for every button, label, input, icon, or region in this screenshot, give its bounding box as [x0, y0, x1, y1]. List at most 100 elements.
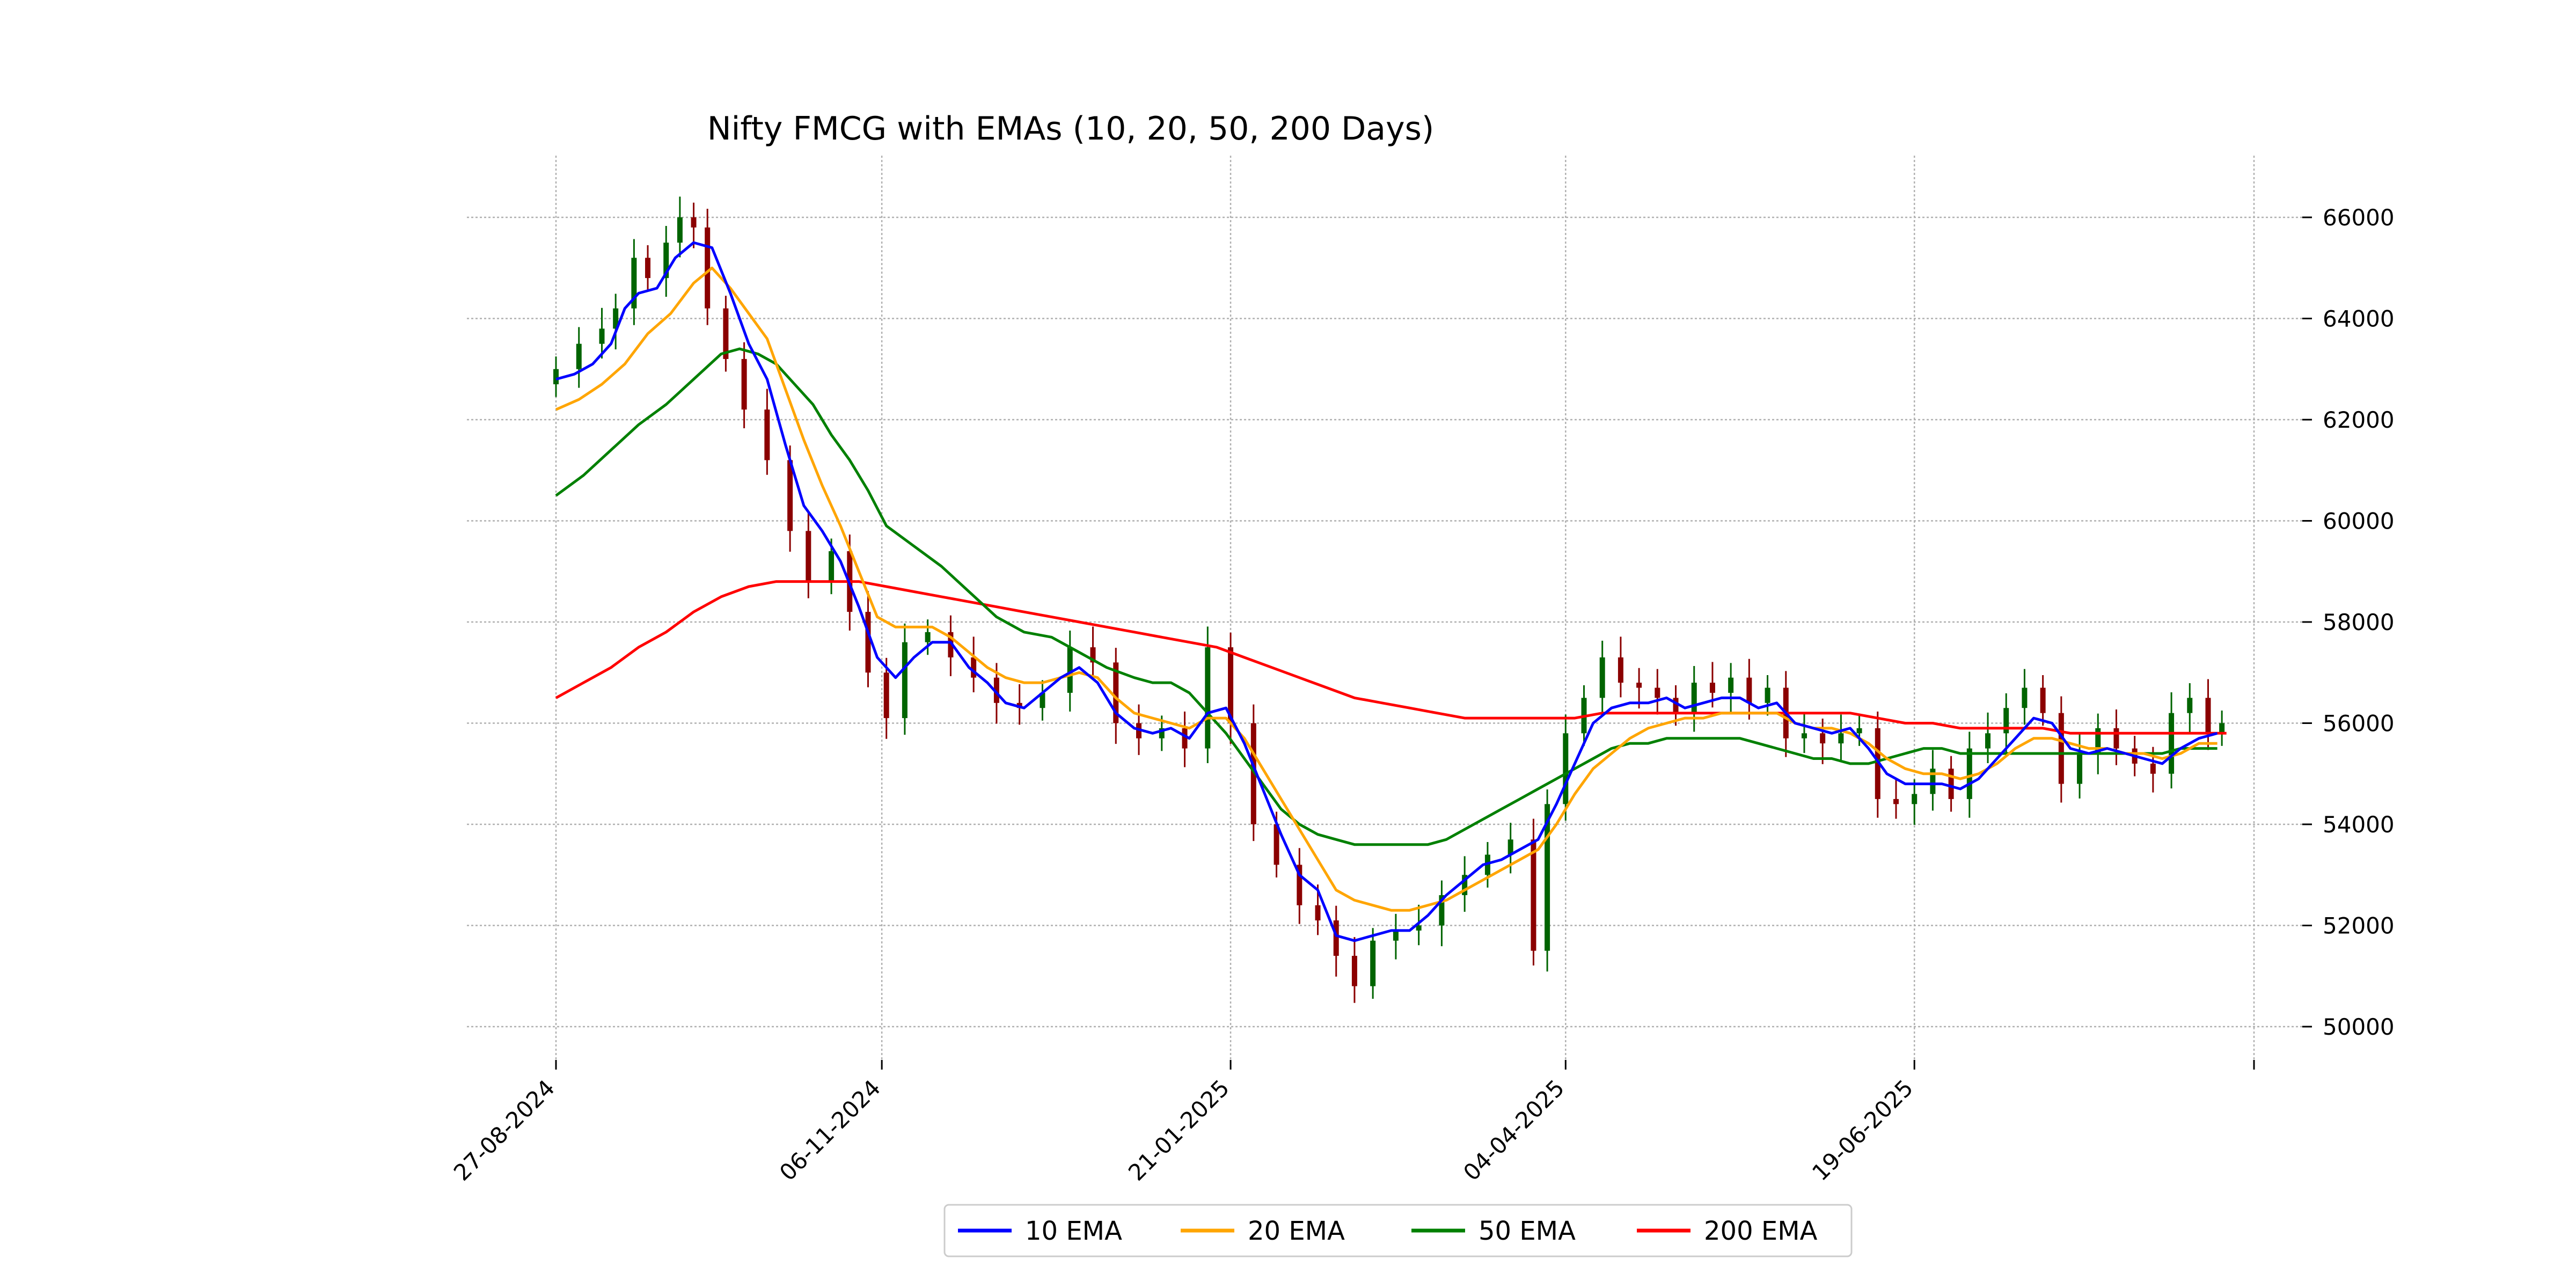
- series-line-200-ema: [555, 580, 2227, 735]
- candle-body: [2219, 723, 2225, 734]
- candle-body: [1040, 692, 1045, 708]
- candle-body: [1250, 723, 1256, 824]
- candle-body: [2040, 687, 2046, 713]
- candle-body: [1966, 748, 1972, 799]
- candle-body: [1673, 698, 1679, 713]
- candle-body: [2058, 713, 2064, 784]
- legend-label: 50 EMA: [1479, 1216, 1576, 1246]
- y-tick-label: 60000: [2323, 508, 2395, 535]
- candle-body: [1875, 728, 1880, 799]
- candle-body: [1531, 839, 1536, 951]
- candle-body: [613, 308, 619, 329]
- candle-body: [1113, 662, 1119, 723]
- candle-body: [948, 632, 954, 657]
- candle-body: [599, 328, 605, 344]
- candle-body: [1599, 657, 1605, 698]
- legend-label: 20 EMA: [1248, 1216, 1345, 1246]
- candle-body: [1893, 799, 1899, 804]
- series-line-20-ema: [555, 266, 2218, 912]
- candle-body: [1067, 647, 1073, 693]
- candle-body: [1618, 657, 1623, 683]
- candle-body: [2022, 687, 2028, 708]
- candle-body: [705, 227, 711, 309]
- candle-body: [829, 551, 835, 582]
- candle-body: [1655, 687, 1660, 698]
- candle-body: [1462, 875, 1468, 895]
- candle-body: [2113, 728, 2119, 749]
- chart-title: Nifty FMCG with EMAs (10, 20, 50, 200 Da…: [707, 110, 1435, 148]
- candle-body: [883, 672, 889, 719]
- candlesticks: [553, 196, 2225, 1003]
- y-tick-label: 50000: [2323, 1014, 2395, 1040]
- candle-body: [1545, 804, 1550, 951]
- candle-body: [1838, 733, 1844, 744]
- candle-body: [663, 243, 669, 279]
- candle-body: [1930, 769, 1936, 794]
- y-tick-label: 52000: [2323, 913, 2395, 939]
- candle-body: [1297, 865, 1302, 905]
- candle-body: [2003, 708, 2009, 734]
- candle-body: [971, 657, 977, 678]
- candle-body: [1709, 683, 1715, 693]
- candle-body: [691, 217, 697, 228]
- legend-label: 200 EMA: [1704, 1216, 1818, 1246]
- ema-lines: [555, 241, 2227, 942]
- candle-body: [2187, 698, 2193, 713]
- candle-body: [1274, 824, 1279, 865]
- grid: [467, 156, 2302, 1060]
- candle-body: [1507, 839, 1513, 855]
- candle-body: [1351, 956, 1357, 986]
- y-axis-ticks: 50000 52000 54000 56000 58000 60000 62000 64000…: [2302, 204, 2395, 1040]
- candle-body: [553, 369, 559, 385]
- candle-body: [1563, 733, 1569, 804]
- candle-body: [1315, 905, 1321, 921]
- candle-body: [1856, 728, 1862, 734]
- candle-body: [1370, 940, 1376, 986]
- y-tick-label: 66000: [2323, 204, 2395, 231]
- candle-body: [902, 642, 908, 719]
- candle-body: [787, 460, 793, 531]
- candle-body: [1691, 683, 1697, 713]
- candle-body: [1090, 647, 1096, 663]
- legend-label: 10 EMA: [1025, 1216, 1122, 1246]
- candle-body: [865, 612, 871, 673]
- y-tick-label: 62000: [2323, 407, 2395, 433]
- candle-body: [1801, 733, 1807, 738]
- candle-body: [645, 258, 651, 279]
- candle-body: [993, 677, 999, 703]
- candle-body: [2169, 713, 2175, 774]
- candle-body: [806, 531, 811, 582]
- candle-body: [723, 308, 729, 359]
- candle-body: [1820, 733, 1826, 744]
- candle-body: [1228, 647, 1234, 723]
- y-tick-label: 54000: [2323, 811, 2395, 838]
- candle-body: [1985, 733, 1991, 749]
- candle-body: [2150, 763, 2156, 774]
- candle-body: [1205, 647, 1211, 749]
- candle-body: [1912, 794, 1918, 804]
- candle-body: [1333, 920, 1339, 956]
- candle-body: [631, 258, 637, 309]
- legend: 10 EMA 20 EMA 50 EMA 200 EMA: [943, 1204, 1853, 1257]
- candle-body: [1765, 687, 1770, 703]
- candle-body: [2095, 728, 2101, 754]
- candle-body: [1439, 895, 1445, 926]
- candle-body: [764, 409, 770, 460]
- candle-body: [1728, 677, 1734, 693]
- candle-body: [1636, 683, 1642, 688]
- candle-body: [677, 217, 683, 243]
- y-tick-label: 56000: [2323, 711, 2395, 737]
- candle-body: [1393, 930, 1399, 941]
- candle-body: [1416, 925, 1422, 931]
- candle-body: [1746, 677, 1752, 703]
- series-line-50-ema: [555, 347, 2218, 846]
- legend-frame: [943, 1204, 1853, 1257]
- candle-body: [925, 632, 931, 642]
- candle-body: [576, 343, 582, 369]
- candle-body: [1948, 769, 1954, 799]
- series-line-10-ema: [555, 241, 2218, 942]
- y-tick-label: 58000: [2323, 609, 2395, 635]
- candle-body: [2077, 753, 2083, 784]
